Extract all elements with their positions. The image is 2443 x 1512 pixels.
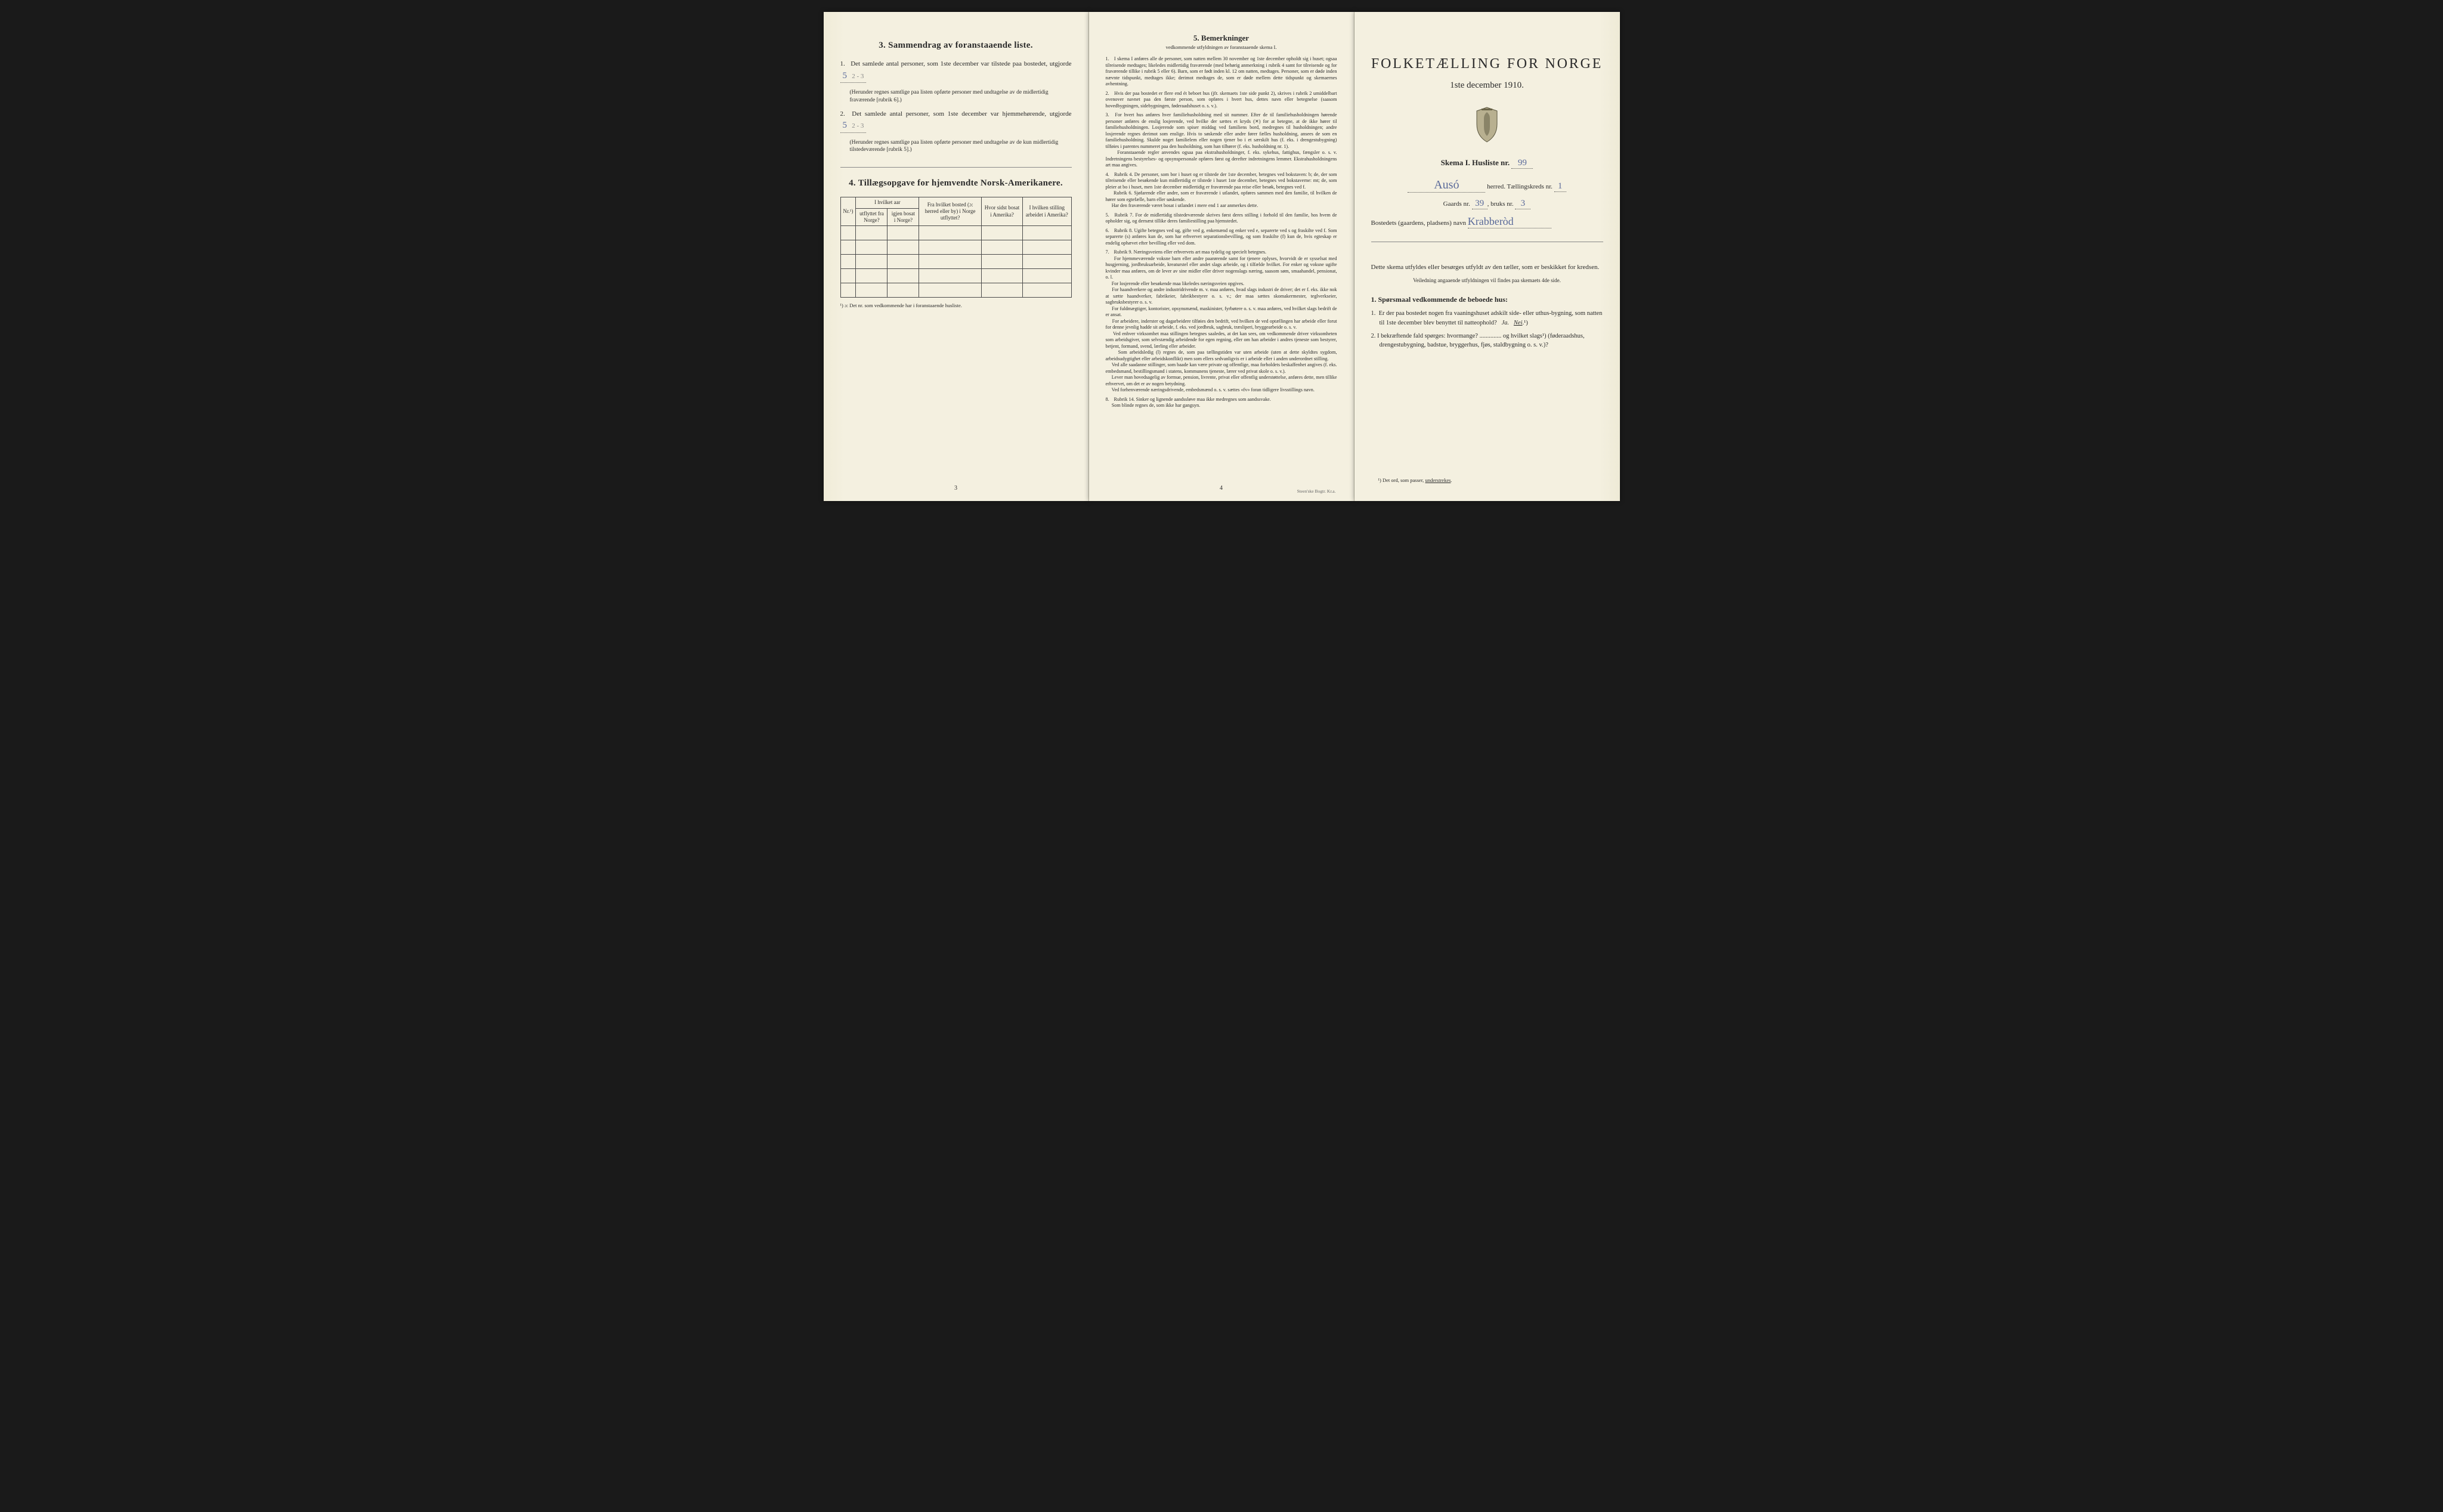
section3-title: 3. Sammendrag av foranstaaende liste. [840,41,1072,51]
gaards-nr: 39 [1472,199,1488,209]
table-row [840,283,1071,298]
item1-value: 5 2 - 3 [840,69,867,84]
section4-title: 4. Tillægsopgave for hjemvendte Norsk-Am… [840,178,1072,188]
th-nr: Nr.¹) [840,197,856,226]
amerikanere-table: Nr.¹) I hvilket aar Fra hvilket bosted (… [840,197,1072,298]
th-aar: I hvilket aar [856,197,919,208]
husliste-nr: 99 [1511,158,1533,169]
section5-subtitle: vedkommende utfyldningen av foranstaaend… [1106,44,1337,50]
remark-item: 7. Rubrik 9. Næringsveiens eller erhverv… [1106,249,1337,394]
th-bosted: Fra hvilket bosted (ɔ: herred eller by) … [919,197,982,226]
kreds-nr: 1 [1554,181,1566,192]
remark-item: 6. Rubrik 8. Ugifte betegnes ved ug, gif… [1106,228,1337,247]
answer-nei: Nei [1514,320,1523,326]
th-igjen: igjen bosat i Norge? [887,208,919,226]
section3-item2: 2. Det samlede antal personer, som 1ste … [840,109,1072,133]
remarks-list: 1. I skema I anføres alle de personer, s… [1106,56,1337,409]
remark-item: 5. Rubrik 7. For de midlertidig tilstede… [1106,212,1337,225]
remark-item: 4. Rubrik 4. De personer, som bor i huse… [1106,172,1337,209]
page-number-3: 3 [954,485,957,491]
right-footnote: ¹) Det ord, som passer, understrekes. [1378,477,1596,483]
th-hvor: Hvor sidst bosat i Amerika? [981,197,1022,226]
bruks-nr: 3 [1515,199,1530,209]
document-spread: 3. Sammendrag av foranstaaende liste. 1.… [824,12,1620,501]
instruction-sub: Veiledning angaaende utfyldningen vil fi… [1371,277,1603,283]
census-title: FOLKETÆLLING FOR NORGE [1371,56,1603,72]
page-middle: 5. Bemerkninger vedkommende utfyldningen… [1089,12,1355,501]
bosted-row: Bostedets (gaardens, pladsens) navn Krab… [1371,215,1603,228]
printer-mark: Steen'ske Bogtr. Kr.a. [1297,488,1336,494]
section5-title: 5. Bemerkninger [1106,33,1337,43]
table-row [840,255,1071,269]
question-2: 2. I bekræftende fald spørges: hvormange… [1380,332,1603,351]
census-date: 1ste december 1910. [1371,81,1603,91]
table-row [840,269,1071,283]
question-heading: 1. Spørsmaal vedkommende de beboede hus: [1371,295,1603,304]
remark-item: 1. I skema I anføres alle de personer, s… [1106,56,1337,88]
question-1: 1. Er der paa bostedet nogen fra vaaning… [1380,309,1603,328]
skema-line: Skema I. Husliste nr. 99 [1371,158,1603,169]
table-row [840,240,1071,255]
th-utflyttet: utflyttet fra Norge? [856,208,887,226]
table-row [840,226,1071,240]
page-number-4: 4 [1220,485,1223,491]
divider [840,167,1072,168]
item2-value: 5 2 - 3 [840,119,867,133]
herred-name: Ausó [1408,178,1485,193]
remark-item: 3. For hvert hus anføres hver familiehus… [1106,112,1337,169]
instruction-text: Dette skema utfyldes eller besørges utfy… [1371,262,1603,273]
page-right: FOLKETÆLLING FOR NORGE 1ste december 191… [1355,12,1620,501]
bosted-name: Krabberòd [1468,215,1551,228]
item2-paren: (Herunder regnes samtlige paa listen opf… [850,139,1072,154]
remark-item: 2. Hvis der paa bostedet er flere end ét… [1106,91,1337,110]
herred-row: Ausó herred. Tællingskreds nr. 1 [1371,178,1603,193]
gaards-row: Gaards nr. 39, bruks nr. 3 [1371,199,1603,209]
section3-item1: 1. Det samlede antal personer, som 1ste … [840,59,1072,83]
page-left: 3. Sammendrag av foranstaaende liste. 1.… [824,12,1089,501]
section4-footnote: ¹) ɔ: Det nr. som vedkommende har i fora… [840,302,1072,308]
remark-item: 8. Rubrik 14. Sinker og lignende aandssl… [1106,397,1337,409]
th-stilling: I hvilken stilling arbeidet i Amerika? [1023,197,1071,226]
table-body [840,226,1071,298]
item1-paren: (Herunder regnes samtlige paa listen opf… [850,89,1072,104]
coat-of-arms-icon [1371,106,1603,146]
